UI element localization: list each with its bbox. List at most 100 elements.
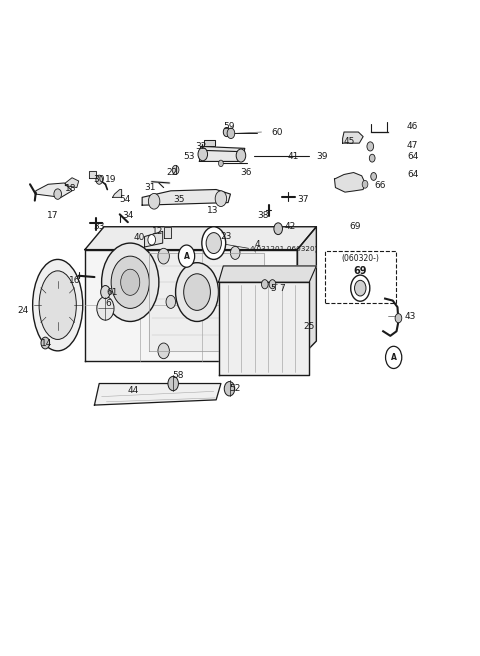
Text: 38: 38 <box>257 211 269 220</box>
Text: 58: 58 <box>172 371 184 380</box>
Text: 35: 35 <box>174 195 185 204</box>
Circle shape <box>230 247 240 259</box>
Text: 64: 64 <box>407 170 419 179</box>
Text: 18: 18 <box>65 184 77 194</box>
Text: 42: 42 <box>284 222 296 232</box>
Circle shape <box>158 249 169 264</box>
Text: 12: 12 <box>152 227 164 236</box>
Polygon shape <box>164 227 171 238</box>
Polygon shape <box>89 171 96 178</box>
Text: 60: 60 <box>271 127 283 136</box>
Text: 34: 34 <box>122 211 133 220</box>
Circle shape <box>166 295 176 308</box>
Text: 41: 41 <box>288 152 299 161</box>
Polygon shape <box>149 253 264 351</box>
Text: 39: 39 <box>316 152 328 161</box>
Circle shape <box>206 233 221 253</box>
Circle shape <box>367 142 373 151</box>
Circle shape <box>102 243 159 321</box>
Circle shape <box>269 279 276 289</box>
Text: 45: 45 <box>343 136 355 146</box>
Text: 36: 36 <box>240 168 252 177</box>
Circle shape <box>385 346 402 369</box>
Circle shape <box>223 127 230 136</box>
Text: 53: 53 <box>183 152 195 161</box>
Polygon shape <box>335 173 365 192</box>
Circle shape <box>227 128 235 138</box>
Polygon shape <box>85 227 316 250</box>
Polygon shape <box>204 140 215 146</box>
Circle shape <box>236 149 246 162</box>
Circle shape <box>218 160 223 167</box>
Text: 5: 5 <box>270 284 276 293</box>
Text: 22: 22 <box>167 168 178 177</box>
Circle shape <box>158 343 169 359</box>
Text: 59: 59 <box>224 122 235 131</box>
Text: 16: 16 <box>69 276 80 285</box>
Text: (060320-): (060320-) <box>341 255 379 263</box>
Circle shape <box>274 223 282 235</box>
Circle shape <box>148 235 156 245</box>
Text: A: A <box>391 353 396 362</box>
Text: 54: 54 <box>120 195 131 204</box>
Text: 47: 47 <box>407 140 419 150</box>
Text: 40: 40 <box>133 234 144 242</box>
Text: 33: 33 <box>94 222 105 232</box>
Polygon shape <box>199 146 245 161</box>
Circle shape <box>101 285 110 298</box>
Text: 14: 14 <box>41 338 52 348</box>
Text: A: A <box>184 252 190 260</box>
Text: 69: 69 <box>353 266 367 276</box>
Circle shape <box>120 269 140 295</box>
Circle shape <box>96 175 103 184</box>
Text: 32: 32 <box>195 142 206 151</box>
Circle shape <box>172 165 179 174</box>
Ellipse shape <box>39 271 76 339</box>
Circle shape <box>362 180 368 188</box>
Text: 37: 37 <box>297 195 309 204</box>
Text: 64: 64 <box>407 152 419 161</box>
Circle shape <box>224 382 235 396</box>
Text: 4: 4 <box>254 240 260 249</box>
Circle shape <box>395 314 402 323</box>
Text: 19: 19 <box>106 174 117 184</box>
Circle shape <box>355 280 366 296</box>
Polygon shape <box>113 190 121 197</box>
Polygon shape <box>218 282 309 375</box>
Text: 69: 69 <box>350 222 361 232</box>
Text: 43: 43 <box>405 312 416 321</box>
Circle shape <box>369 154 375 162</box>
Polygon shape <box>343 132 363 143</box>
Circle shape <box>97 297 114 320</box>
Polygon shape <box>36 183 72 197</box>
Text: 46: 46 <box>407 122 419 131</box>
Polygon shape <box>85 250 297 361</box>
Text: 52: 52 <box>229 384 241 392</box>
Polygon shape <box>95 384 221 405</box>
Circle shape <box>179 245 195 267</box>
Circle shape <box>111 256 149 308</box>
Ellipse shape <box>33 259 83 351</box>
Circle shape <box>176 262 218 321</box>
Text: 4(031201-060320): 4(031201-060320) <box>250 245 318 251</box>
Polygon shape <box>142 190 230 205</box>
Polygon shape <box>144 232 163 247</box>
Circle shape <box>230 325 240 338</box>
Circle shape <box>202 227 226 259</box>
Circle shape <box>184 274 210 310</box>
Text: 44: 44 <box>128 386 139 394</box>
Circle shape <box>148 194 160 209</box>
Text: 66: 66 <box>374 181 386 190</box>
Circle shape <box>198 148 207 161</box>
Polygon shape <box>65 178 79 188</box>
Polygon shape <box>297 227 316 361</box>
Circle shape <box>41 337 49 349</box>
Text: 17: 17 <box>47 211 59 220</box>
Text: 25: 25 <box>303 321 315 331</box>
Text: 61: 61 <box>107 287 118 297</box>
Circle shape <box>168 377 179 391</box>
Text: 6: 6 <box>106 299 111 308</box>
Text: 30: 30 <box>94 174 105 184</box>
Text: 13: 13 <box>206 206 218 215</box>
Circle shape <box>262 279 268 289</box>
